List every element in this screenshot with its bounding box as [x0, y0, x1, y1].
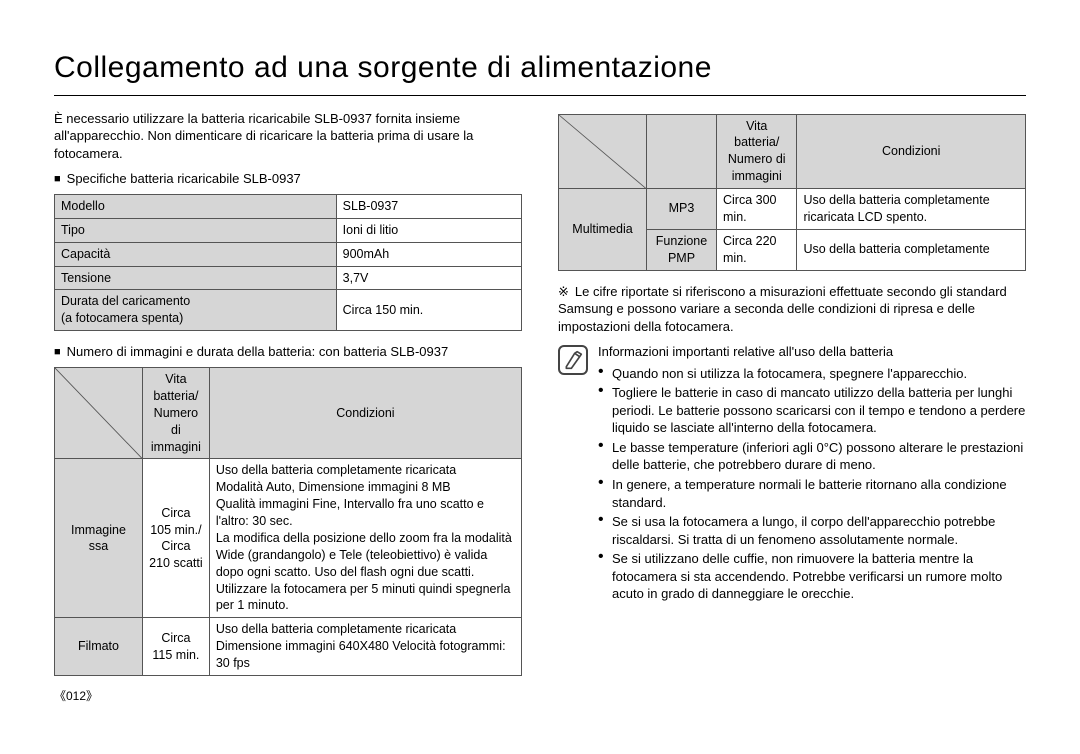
- footnote: ※Le cifre riportate si riferiscono a mis…: [558, 283, 1026, 336]
- list-item: In genere, a temperature normali le batt…: [598, 476, 1026, 511]
- usage-table: Vita batteria/Numero diimmaginiCondizion…: [54, 367, 522, 676]
- mm-conditions: Uso della batteria completamente ricaric…: [797, 189, 1026, 230]
- usage-category: Immaginessa: [55, 459, 143, 618]
- page-title: Collegamento ad una sorgente di alimenta…: [54, 48, 1026, 96]
- table-row-label: Durata del caricamento(a fotocamera spen…: [55, 290, 337, 331]
- mm-conditions: Uso della batteria completamente: [797, 229, 1026, 270]
- page-number: 《012》: [54, 688, 522, 704]
- usage-value: Circa115 min.: [143, 618, 210, 676]
- col-header: [647, 114, 717, 189]
- spec-heading: Specifiche batteria ricaricabile SLB-093…: [54, 170, 522, 188]
- usage-value: Circa105 min./Circa210 scatti: [143, 459, 210, 618]
- col-header: Condizioni: [209, 368, 521, 459]
- mm-value: Circa 300 min.: [717, 189, 797, 230]
- left-column: È necessario utilizzare la batteria rica…: [54, 110, 522, 705]
- intro-text: È necessario utilizzare la batteria rica…: [54, 110, 522, 163]
- usage-heading: Numero di immagini e durata della batter…: [54, 343, 522, 361]
- note-heading: Informazioni importanti relative all'uso…: [598, 343, 1026, 361]
- note-list: Quando non si utilizza la fotocamera, sp…: [598, 365, 1026, 603]
- table-row-label: Tensione: [55, 266, 337, 290]
- list-item: Togliere le batterie in caso di mancato …: [598, 384, 1026, 437]
- list-item: Se si utilizzano delle cuffie, non rimuo…: [598, 550, 1026, 603]
- table-row-value: Circa 150 min.: [336, 290, 521, 331]
- col-header: Condizioni: [797, 114, 1026, 189]
- list-item: Le basse temperature (inferiori agli 0°C…: [598, 439, 1026, 474]
- mm-sub: MP3: [647, 189, 717, 230]
- right-column: Vita batteria/Numero diimmaginiCondizion…: [558, 110, 1026, 705]
- mm-value: Circa 220 min.: [717, 229, 797, 270]
- list-item: Se si usa la fotocamera a lungo, il corp…: [598, 513, 1026, 548]
- table-row-value: 900mAh: [336, 242, 521, 266]
- col-header: Vita batteria/Numero diimmagini: [143, 368, 210, 459]
- usage-conditions: Uso della batteria completamente ricaric…: [209, 459, 521, 618]
- table-row-value: 3,7V: [336, 266, 521, 290]
- mm-group: Multimedia: [559, 189, 647, 271]
- usage-conditions: Uso della batteria completamente ricaric…: [209, 618, 521, 676]
- note-box: Informazioni importanti relative all'uso…: [558, 343, 1026, 605]
- multimedia-table: Vita batteria/Numero diimmaginiCondizion…: [558, 114, 1026, 271]
- table-row-value: SLB-0937: [336, 194, 521, 218]
- mm-sub: FunzionePMP: [647, 229, 717, 270]
- table-row-label: Capacità: [55, 242, 337, 266]
- note-icon: [558, 345, 588, 375]
- usage-category: Filmato: [55, 618, 143, 676]
- table-row-label: Modello: [55, 194, 337, 218]
- list-item: Quando non si utilizza la fotocamera, sp…: [598, 365, 1026, 383]
- table-row-value: Ioni di litio: [336, 218, 521, 242]
- col-header: Vita batteria/Numero diimmagini: [717, 114, 797, 189]
- table-row-label: Tipo: [55, 218, 337, 242]
- spec-table: ModelloSLB-0937TipoIoni di litioCapacità…: [54, 194, 522, 331]
